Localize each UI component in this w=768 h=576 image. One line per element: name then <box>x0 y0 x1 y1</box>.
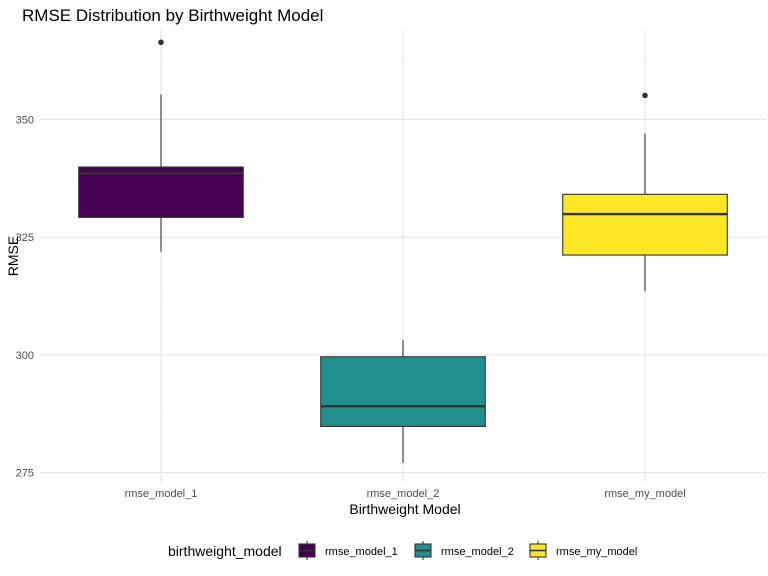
boxes <box>78 39 728 463</box>
x-tick-label: rmse_model_2 <box>367 488 440 500</box>
x-axis-ticks: rmse_model_1 rmse_model_2 rmse_my_model <box>125 488 686 500</box>
box-rmse_my_model <box>562 92 728 292</box>
legend-label: rmse_my_model <box>556 546 637 558</box>
box-rmse_model_1 <box>78 39 244 252</box>
chart-title: RMSE Distribution by Birthweight Model <box>22 6 323 25</box>
legend: birthweight_model rmse_model_1 rmse_model… <box>168 541 637 560</box>
box-rmse_model_2 <box>320 339 486 463</box>
legend-label: rmse_model_1 <box>325 546 398 558</box>
legend-title: birthweight_model <box>168 543 282 559</box>
y-tick-label: 350 <box>16 114 34 126</box>
legend-item-rmse_my_model: rmse_my_model <box>529 541 637 560</box>
legend-item-rmse_model_1: rmse_model_1 <box>298 541 398 560</box>
box-iqr <box>78 166 244 218</box>
legend-item-rmse_model_2: rmse_model_2 <box>414 541 514 560</box>
y-axis-title: RMSE <box>5 236 21 276</box>
y-tick-label: 275 <box>16 468 34 480</box>
x-axis-title: Birthweight Model <box>349 501 460 517</box>
y-tick-label: 325 <box>16 232 34 244</box>
legend-label: rmse_model_2 <box>441 546 514 558</box>
box-iqr <box>562 193 728 256</box>
outlier-point <box>642 92 648 99</box>
x-tick-label: rmse_model_1 <box>125 488 198 500</box>
y-tick-label: 300 <box>16 350 34 362</box>
outlier-point <box>158 39 164 46</box>
x-tick-label: rmse_my_model <box>604 488 685 500</box>
box-iqr <box>320 356 486 427</box>
y-axis-ticks: 275 300 325 350 <box>16 114 34 479</box>
